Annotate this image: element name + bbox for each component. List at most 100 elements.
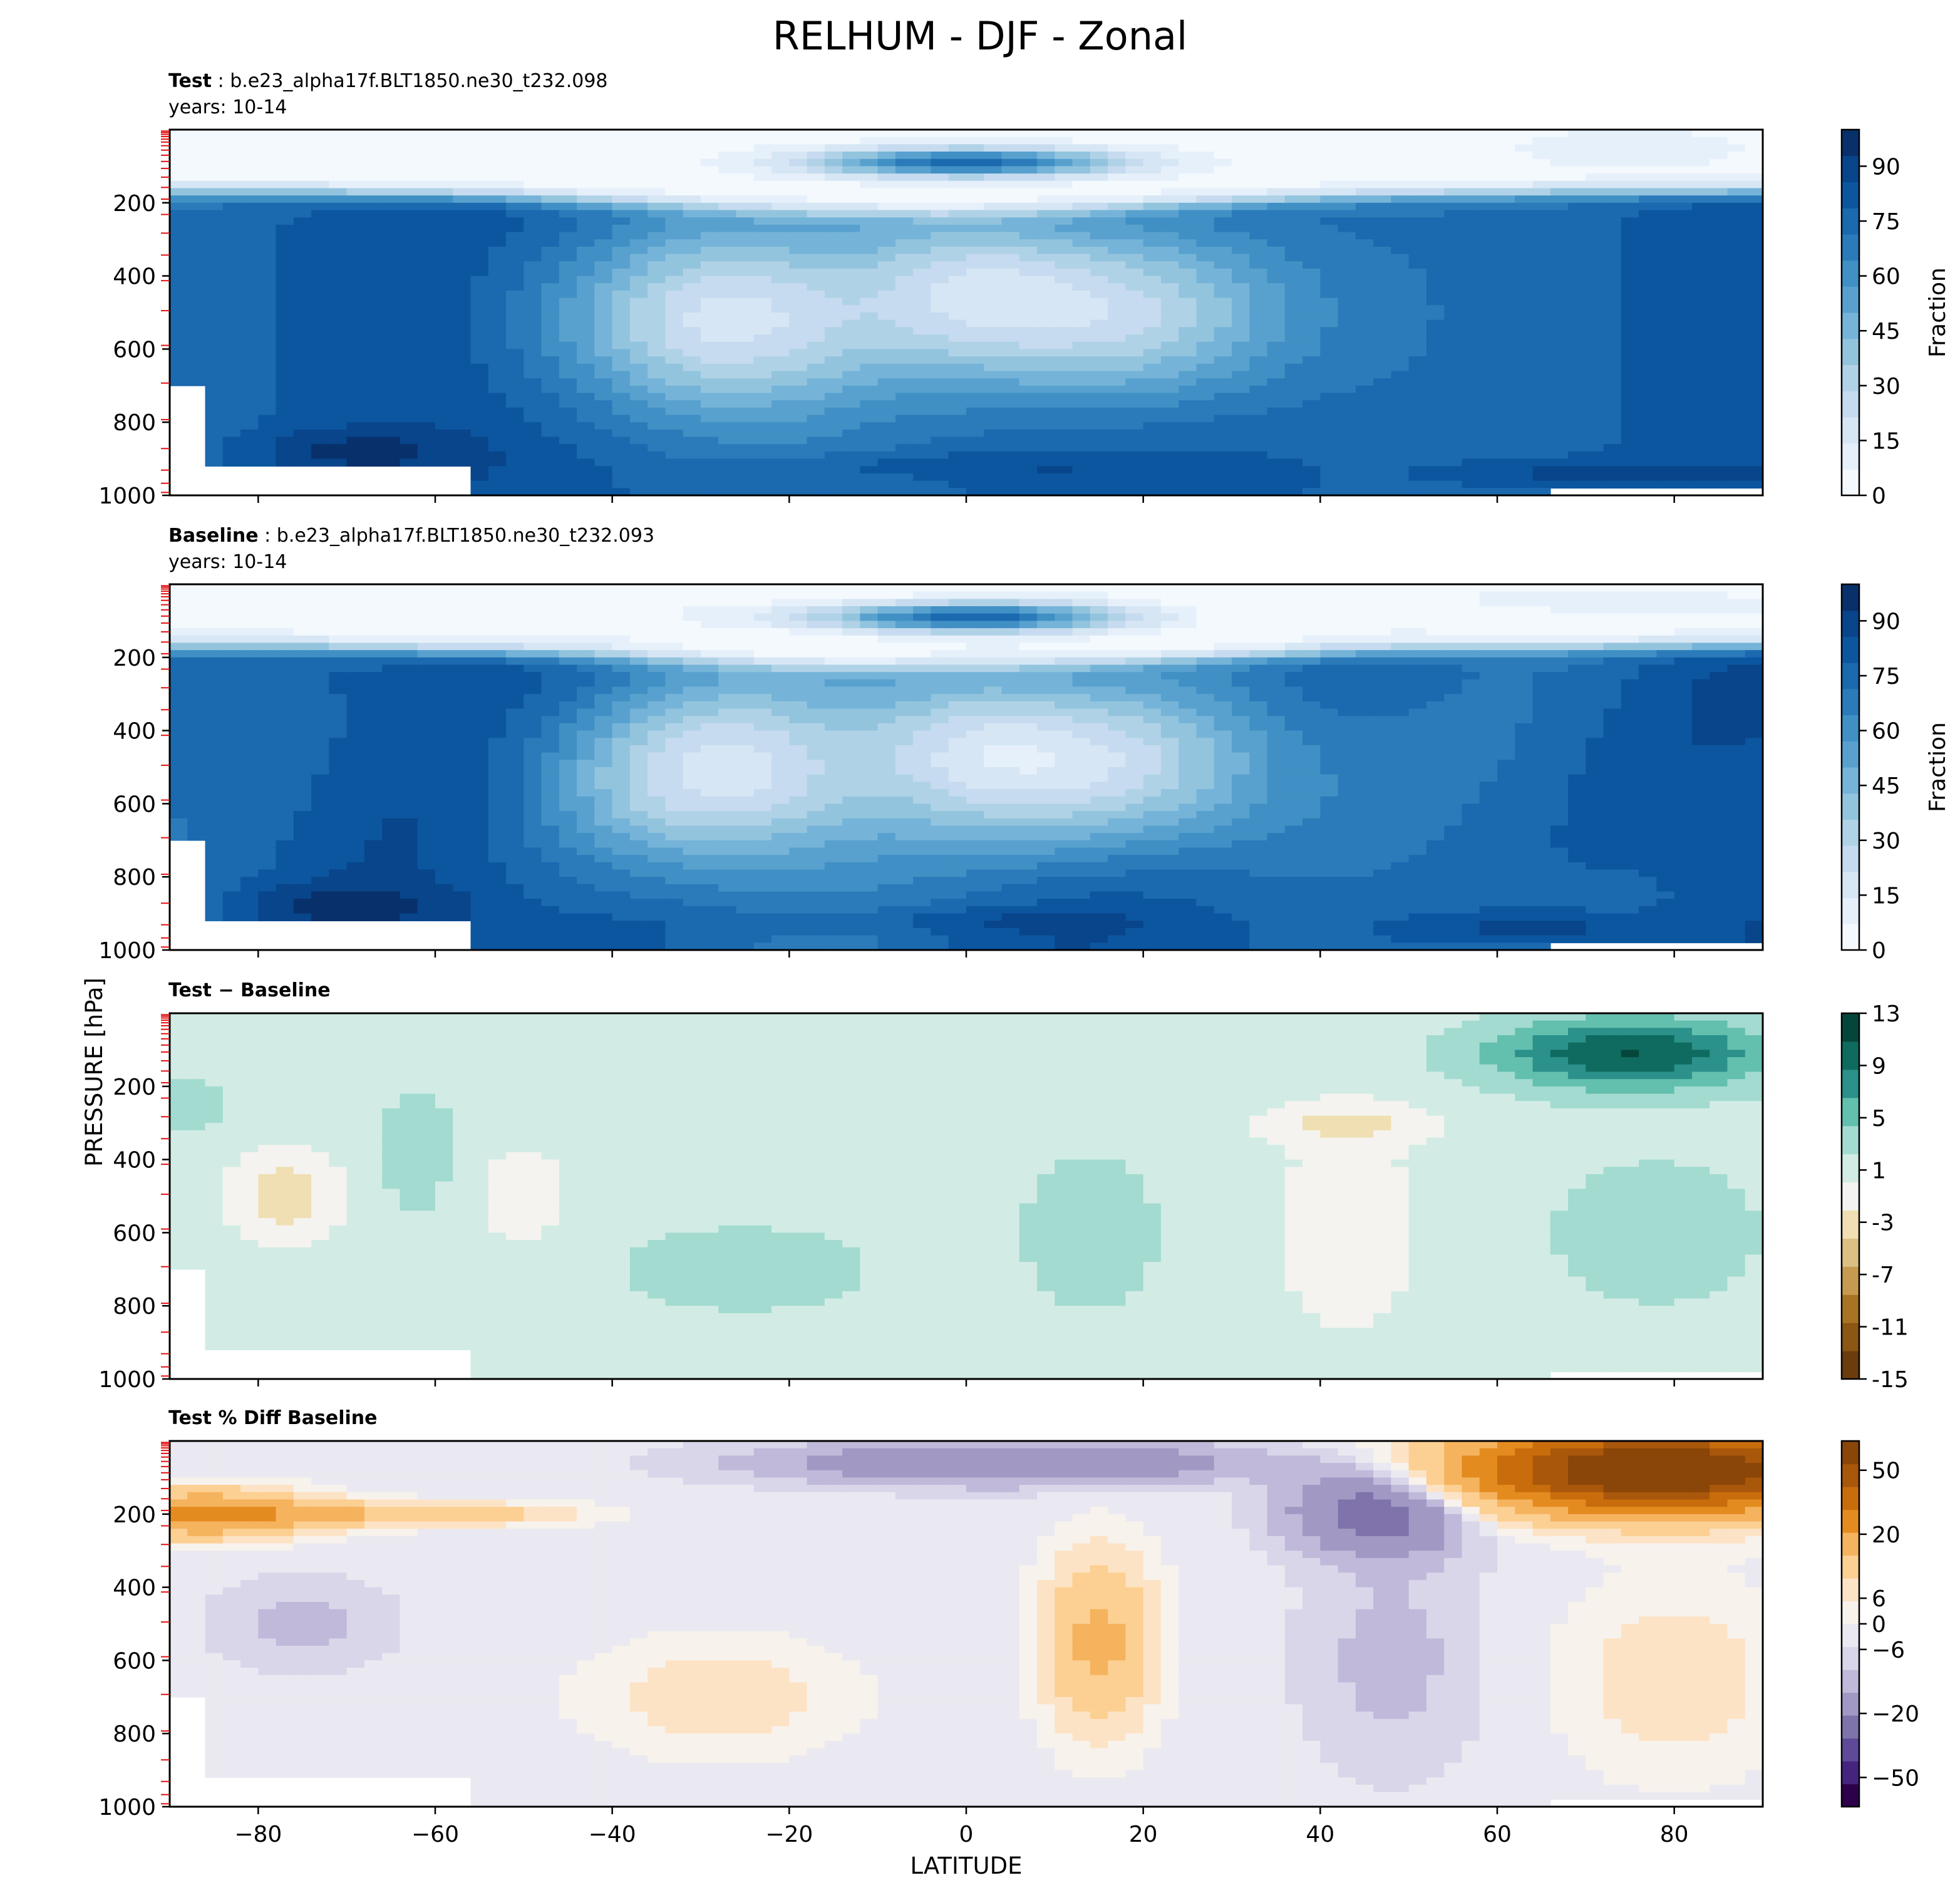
contour-cell — [1462, 349, 1480, 357]
contour-cell — [1125, 144, 1144, 152]
contour-cell — [541, 217, 560, 225]
contour-cell — [276, 400, 294, 408]
contour-cell — [718, 239, 737, 247]
contour-cell — [1373, 261, 1392, 269]
contour-cell — [1232, 173, 1251, 182]
contour-cell — [222, 363, 241, 372]
contour-cell — [1355, 407, 1374, 416]
colorbar-swatch — [1842, 286, 1859, 313]
contour-cell — [293, 283, 312, 291]
contour-cell — [293, 643, 312, 651]
contour-cell — [1072, 400, 1091, 408]
contour-cell — [311, 312, 330, 321]
contour-cell — [1037, 371, 1056, 379]
contour-cell — [842, 210, 861, 218]
contour-cell — [1160, 480, 1179, 489]
contour-cell — [789, 415, 808, 423]
contour-cell — [1586, 444, 1604, 452]
contour-cell — [311, 137, 330, 145]
contour-cell — [1444, 152, 1463, 160]
contour-cell — [1621, 195, 1639, 204]
contour-cell — [1727, 217, 1746, 225]
contour-cell — [1532, 195, 1551, 204]
contour-cell — [1426, 290, 1445, 299]
contour-cell — [329, 803, 348, 812]
contour-cell — [1214, 290, 1232, 299]
contour-cell — [1320, 276, 1339, 284]
contour-cell — [1656, 232, 1675, 240]
contour-cell — [860, 473, 879, 482]
contour-cell — [1320, 407, 1339, 416]
contour-cell — [683, 290, 701, 299]
contour-cell — [293, 436, 312, 445]
contour-cell — [984, 422, 1003, 430]
contour-cell — [647, 166, 666, 174]
contour-cell — [753, 415, 772, 423]
contour-cell — [577, 166, 596, 174]
contour-cell — [789, 232, 808, 240]
contour-cell — [187, 378, 206, 386]
contour-cell — [1603, 276, 1622, 284]
contour-cell — [701, 415, 720, 423]
contour-cell — [647, 429, 666, 438]
contour-cell — [877, 297, 896, 306]
contour-cell — [647, 371, 666, 379]
contour-cell — [807, 152, 825, 160]
contour-cell — [276, 415, 294, 423]
contour-cell — [541, 261, 560, 269]
contour-cell — [1391, 166, 1410, 174]
contour-cell — [1267, 246, 1286, 255]
contour-cell — [329, 913, 348, 922]
contour-cell — [1710, 466, 1728, 474]
contour-cell — [1373, 195, 1392, 204]
contour-cell — [293, 393, 312, 401]
contour-cell — [346, 327, 365, 335]
contour-cell — [170, 283, 188, 291]
contour-cell — [1603, 202, 1622, 211]
contour-cell — [311, 855, 330, 863]
contour-cell — [364, 393, 383, 401]
contour-cell — [258, 796, 277, 805]
contour-cell — [1302, 188, 1321, 196]
contour-cell — [435, 341, 454, 350]
contour-cell — [1019, 341, 1038, 350]
contour-cell — [1691, 451, 1710, 460]
contour-cell — [1267, 130, 1286, 138]
contour-cell — [1355, 276, 1374, 284]
contour-cell — [222, 650, 241, 658]
contour-cell — [1125, 407, 1144, 416]
contour-cell — [771, 137, 790, 145]
contour-cell — [1249, 261, 1268, 269]
contour-cell — [524, 488, 542, 496]
contour-cell — [205, 261, 224, 269]
contour-cell — [222, 202, 241, 211]
contour-cell — [276, 210, 294, 218]
contour-cell — [258, 393, 277, 401]
contour-cell — [1479, 180, 1498, 189]
contour-cell — [1143, 371, 1162, 379]
contour-cell — [187, 657, 206, 666]
contour-cell — [1532, 393, 1551, 401]
contour-cell — [346, 847, 365, 855]
contour-cell — [205, 232, 224, 240]
contour-cell — [1214, 217, 1232, 225]
contour-cell — [771, 239, 790, 247]
contour-cell — [1656, 385, 1675, 394]
contour-cell — [1408, 246, 1427, 255]
contour-cell — [470, 363, 489, 372]
contour-cell — [1674, 436, 1693, 445]
contour-cell — [435, 130, 454, 138]
contour-cell — [222, 305, 241, 313]
contour-cell — [966, 415, 985, 423]
contour-cell — [1497, 239, 1516, 247]
contour-cell — [187, 664, 206, 673]
contour-cell — [524, 341, 542, 350]
contour-cell — [311, 239, 330, 247]
contour-cell — [240, 767, 259, 775]
contour-cell — [417, 188, 436, 196]
contour-cell — [665, 400, 684, 408]
contour-cell — [966, 290, 985, 299]
contour-cell — [1320, 458, 1339, 467]
contour-cell — [1267, 415, 1286, 423]
contour-cell — [329, 723, 348, 731]
